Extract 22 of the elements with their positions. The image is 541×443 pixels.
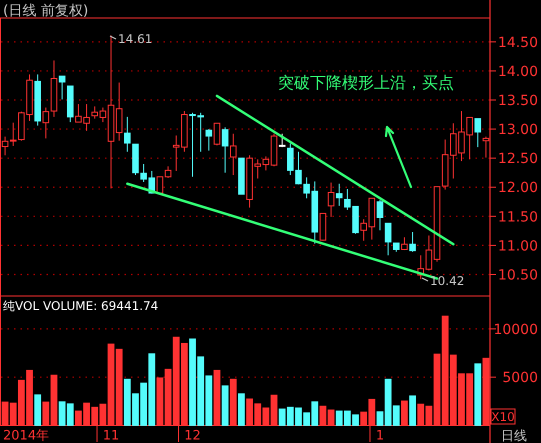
annotation: 14.61 (118, 32, 152, 46)
y-tick-label: 10000 (493, 322, 538, 338)
y-tick-label: 12.50 (498, 151, 538, 168)
y-tick-label: 5000 (502, 370, 538, 386)
y-tick-label: 12.00 (498, 180, 538, 196)
x-tick-label: 11 (102, 428, 120, 443)
text: 日线 (501, 429, 527, 443)
x-tick-label: 12 (184, 428, 201, 443)
y-tick-label: 10.50 (498, 267, 538, 284)
text: X10 (491, 410, 515, 424)
y-tick-label: 11.50 (498, 209, 538, 226)
text: 2014年 (3, 428, 50, 443)
annotation: 突破下降楔形上沿，买点 (278, 73, 454, 92)
y-tick-label: 14.00 (498, 64, 538, 80)
chart-title: 纯VOL VOLUME: 69441.74 (3, 299, 158, 313)
annotation: 10.42 (430, 274, 464, 288)
y-tick-label: 13.50 (498, 93, 538, 110)
y-tick-label: 14.50 (498, 34, 538, 51)
chart-title: (日线 前复权) (3, 3, 88, 19)
x-tick-label: 1 (376, 428, 384, 443)
y-tick-label: 11.00 (498, 238, 538, 254)
y-tick-label: 13.00 (498, 122, 538, 138)
